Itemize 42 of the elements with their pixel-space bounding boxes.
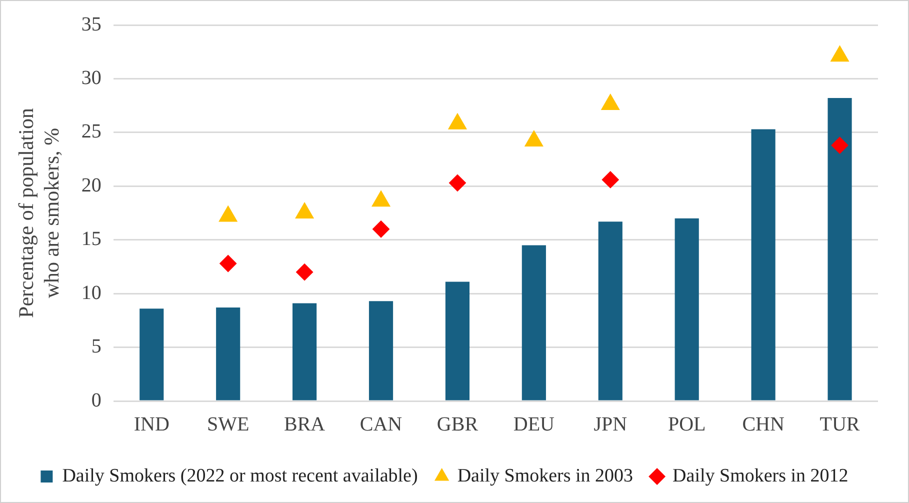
- x-tick-label: TUR: [820, 413, 860, 436]
- y-tick-label: 35: [81, 13, 102, 36]
- point: [448, 113, 467, 130]
- y-tick-label: 20: [81, 174, 102, 196]
- bar: [216, 308, 240, 400]
- bar: [598, 222, 622, 400]
- x-tick-label: BRA: [284, 413, 326, 436]
- y-axis-title: Percentage of population who are smokers, %: [14, 108, 64, 318]
- x-tick-label: DEU: [513, 413, 556, 436]
- point: [831, 136, 848, 154]
- x-tick-label: SWE: [206, 413, 250, 436]
- y-tick-label: 5: [91, 336, 102, 358]
- point: [448, 174, 466, 192]
- point: [601, 94, 620, 110]
- point: [830, 46, 849, 62]
- y-tick-label: 30: [81, 66, 102, 89]
- y-tick-label: 10: [81, 282, 102, 304]
- point: [296, 264, 314, 281]
- x-tick-label: CAN: [360, 413, 402, 436]
- bar: [751, 129, 776, 400]
- x-tick-label: IND: [134, 413, 170, 436]
- x-tick-label: JPN: [594, 413, 628, 436]
- legend-label: Daily Smokers in 2012: [672, 465, 848, 486]
- point: [372, 220, 390, 238]
- x-tick-label: CHN: [742, 413, 784, 436]
- point: [220, 254, 237, 272]
- bar: [522, 245, 546, 400]
- bar: [368, 301, 394, 400]
- x-tick-label: GBR: [436, 413, 479, 436]
- point: [602, 171, 619, 188]
- legend-label: Daily Smokers in 2003: [457, 465, 634, 486]
- bar: [292, 303, 317, 400]
- y-tick-label: 25: [81, 120, 102, 143]
- bar: [674, 218, 699, 400]
- bar: [445, 282, 470, 400]
- point: [524, 130, 544, 147]
- x-tick-label: POL: [668, 413, 706, 436]
- y-tick-label: 0: [91, 389, 102, 412]
- legend-label: Daily Smokers (2022 or most recent available): [62, 465, 418, 486]
- bar: [828, 98, 852, 400]
- bar: [140, 308, 164, 400]
- y-tick-label: 15: [81, 228, 102, 250]
